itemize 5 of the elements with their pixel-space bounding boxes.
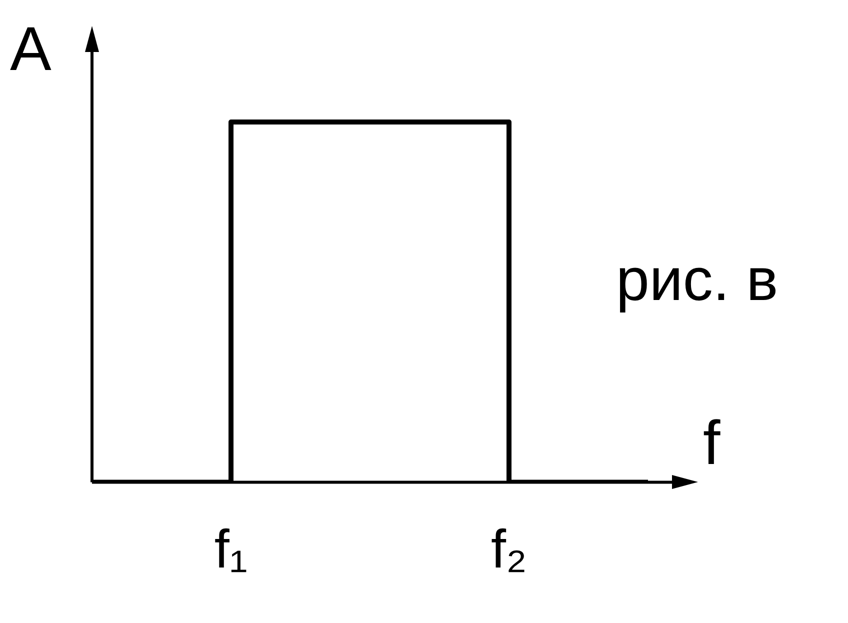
x-tick-label: f₂ — [491, 519, 527, 580]
x-axis-title: f — [703, 409, 721, 478]
y-axis-title: A — [10, 15, 52, 84]
annotation: рис. в — [616, 246, 778, 313]
x-tick-label: f₁ — [214, 519, 248, 580]
